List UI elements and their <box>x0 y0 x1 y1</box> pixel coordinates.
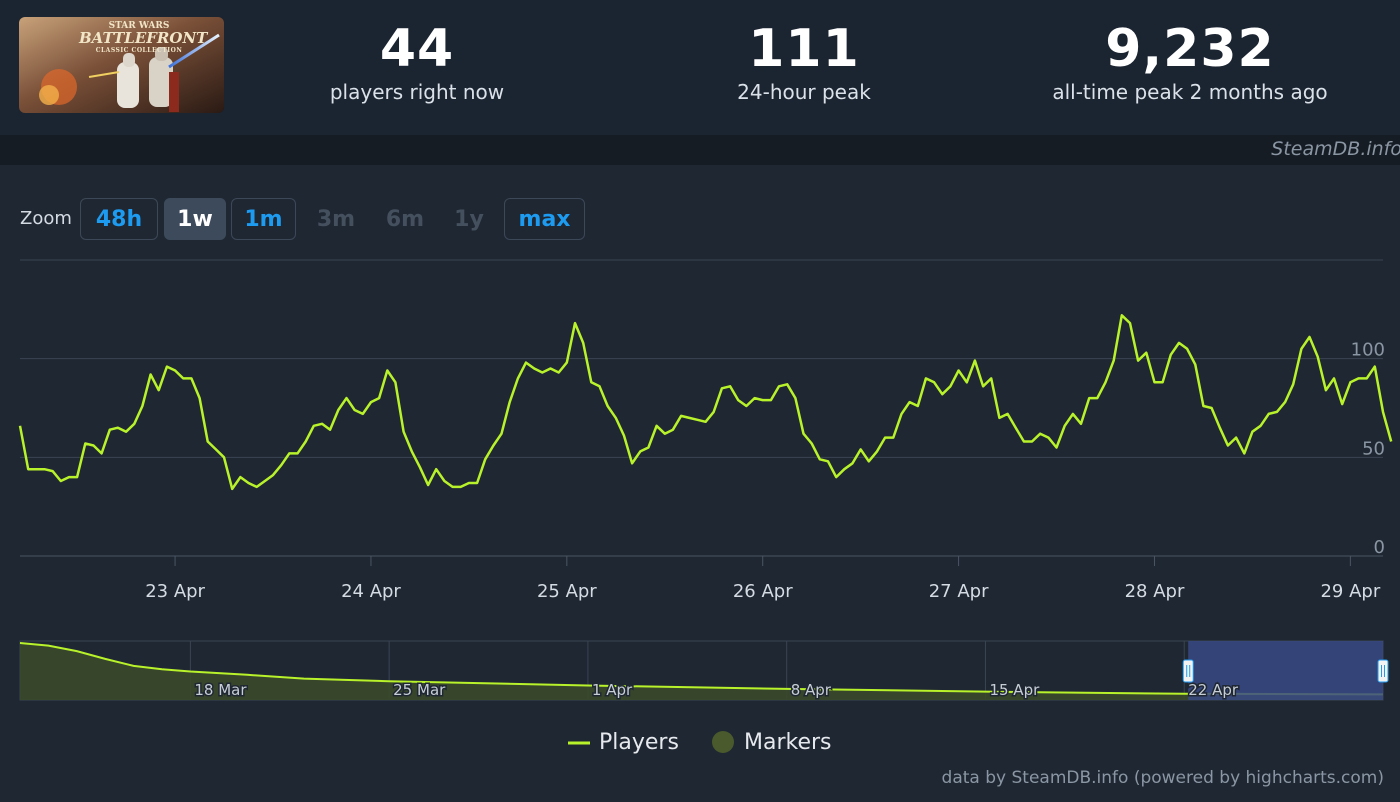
stat-current-players: 44 players right now <box>317 18 517 104</box>
current-players-label: players right now <box>329 80 505 104</box>
current-players-value: 44 <box>379 19 455 79</box>
peak-24h-value: 111 <box>748 19 860 79</box>
x-tick-label: 24 Apr <box>341 581 401 602</box>
cover-title-line2: BATTLEFRONT <box>79 29 208 47</box>
x-tick-label: 26 Apr <box>733 581 793 602</box>
players-series[interactable] <box>18 314 1393 491</box>
stat-all-time-peak: 9,232 all-time peak 2 months ago <box>1040 18 1340 104</box>
zoom-button-6m: 6m <box>385 207 425 232</box>
zoom-button-1w[interactable]: 1w <box>164 198 226 240</box>
navigator-tick-label: 15 Apr <box>989 681 1040 699</box>
legend-players-swatch <box>568 741 590 745</box>
legend-markers[interactable]: Markers <box>744 730 832 755</box>
handle-grip <box>1377 659 1389 683</box>
x-tick-label: 23 Apr <box>145 581 205 602</box>
y-tick-label: 50 <box>1362 438 1385 459</box>
zoom-label: Zoom <box>20 208 72 229</box>
navigator-line <box>19 642 1384 696</box>
x-tick-label: 28 Apr <box>1125 581 1185 602</box>
navigator-selected-range <box>1188 641 1383 700</box>
navigator-tick-label: 8 Apr <box>791 681 832 699</box>
players-line <box>18 314 1393 491</box>
navigator-tick-label: 25 Mar <box>393 681 446 699</box>
navigator-tick-label: 18 Mar <box>194 681 247 699</box>
peak-24h-label: 24-hour peak <box>737 80 871 104</box>
zoom-button-1m[interactable]: 1m <box>231 198 296 240</box>
cover-art <box>19 17 224 113</box>
chart-credits[interactable]: data by SteamDB.info (powered by highcha… <box>941 768 1384 788</box>
zoom-button-48h[interactable]: 48h <box>80 198 158 240</box>
zoom-button-3m: 3m <box>316 207 356 232</box>
navigator-handle-right[interactable] <box>1377 659 1389 683</box>
navigator-tick-label: 1 Apr <box>592 681 633 699</box>
navigator-handle-left[interactable] <box>1182 659 1194 683</box>
all-time-peak-label: all-time peak 2 months ago <box>1052 80 1328 104</box>
x-axis-labels: 23 Apr 24 Apr 25 Apr 26 Apr 27 Apr 28 Apr 29 A… <box>145 556 1381 602</box>
y-tick-label: 100 <box>1351 340 1385 361</box>
handle-grip <box>1182 659 1194 683</box>
zoom-button-1y: 1y <box>454 207 484 232</box>
legend-players[interactable]: Players <box>599 730 679 755</box>
x-tick-label: 25 Apr <box>537 581 597 602</box>
zoom-button-max[interactable]: max <box>504 198 585 240</box>
stat-24h-peak: 111 24-hour peak <box>704 18 904 104</box>
x-tick-label: 27 Apr <box>929 581 989 602</box>
cover-title-line3: CLASSIC COLLECTION <box>95 47 183 54</box>
all-time-peak-value: 9,232 <box>1105 19 1275 79</box>
brand-watermark: SteamDB.info <box>1271 138 1400 160</box>
header-bar: STAR WARS BATTLEFRONT CLASSIC COLLECTION… <box>0 0 1400 135</box>
game-cover-image[interactable]: STAR WARS BATTLEFRONT CLASSIC COLLECTION <box>19 17 224 113</box>
navigator-tick-label: 22 Apr <box>1188 681 1239 699</box>
legend-markers-swatch <box>712 731 734 753</box>
x-tick-label: 29 Apr <box>1320 581 1380 602</box>
chart-grid <box>20 259 1383 557</box>
cover-title-line1: STAR WARS <box>108 21 170 31</box>
navigator[interactable]: 18 Mar 25 Mar 1 Apr 8 Apr 15 Apr 22 Apr <box>19 640 1389 701</box>
y-axis-labels: 0 50 100 <box>1351 340 1385 558</box>
y-tick-label: 0 <box>1374 537 1385 558</box>
navigator-area <box>20 643 1383 700</box>
divider-band <box>0 135 1400 165</box>
